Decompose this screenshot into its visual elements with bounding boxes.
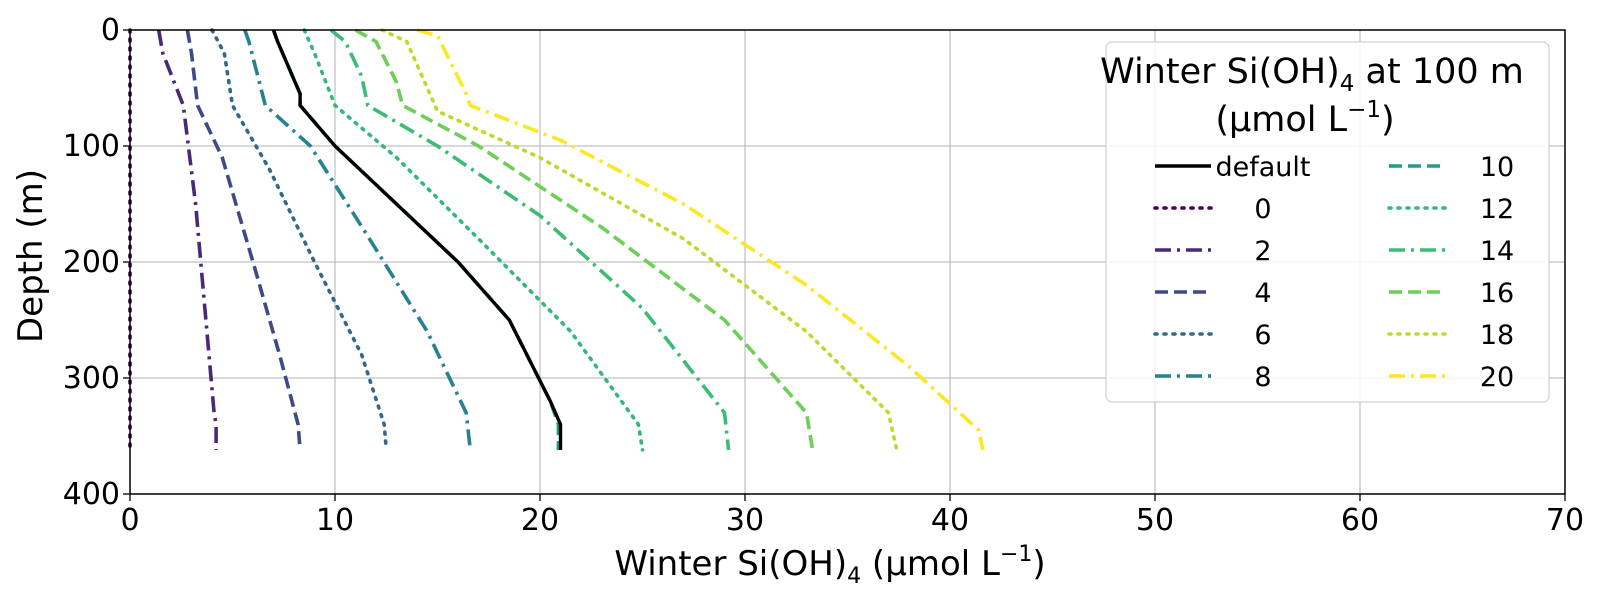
y-tick-label: 300: [63, 361, 120, 396]
series-lines: [128, 28, 985, 452]
legend-label-6: 6: [1254, 320, 1271, 351]
legend-label-16: 16: [1480, 278, 1514, 309]
x-tick-label: 50: [1136, 503, 1174, 538]
series-line-10: [271, 29, 561, 450]
series-line-12: [302, 28, 645, 452]
y-tick-label: 400: [63, 477, 120, 512]
legend-label-0: 0: [1254, 194, 1271, 225]
y-tick-label: 100: [63, 129, 120, 164]
legend-label-4: 4: [1254, 278, 1271, 309]
legend-label-8: 8: [1254, 362, 1271, 393]
legend-label-20: 20: [1480, 362, 1514, 393]
legend-title-line1: Winter Si(OH)4 at 100 m: [1100, 52, 1524, 97]
series-line-20: [416, 28, 985, 451]
series-line-default: [271, 29, 563, 450]
legend-label-2: 2: [1254, 236, 1271, 267]
x-tick-label: 20: [521, 503, 559, 538]
series-line-14: [329, 28, 731, 451]
legend-box: [1105, 41, 1550, 403]
x-tick-label: 30: [726, 503, 764, 538]
series-line-2: [156, 29, 218, 450]
y-tick-label: 200: [63, 245, 120, 280]
legend-label-18: 18: [1480, 320, 1514, 351]
x-tick-label: 0: [120, 503, 139, 538]
x-axis-label: Winter Si(OH)4 (μmol L−1): [614, 542, 1045, 589]
series-line-4: [185, 29, 302, 451]
x-tick-label: 60: [1341, 503, 1379, 538]
x-tick-label: 10: [316, 503, 354, 538]
legend-label-10: 10: [1480, 152, 1514, 183]
x-tick-label: 70: [1546, 503, 1584, 538]
y-axis-label: Depth (m): [11, 169, 51, 343]
legend-title-line2: (μmol L−1): [1215, 97, 1394, 140]
x-tick-label: 40: [931, 503, 969, 538]
legend-label-14: 14: [1480, 236, 1514, 267]
legend-label-12: 12: [1480, 194, 1514, 225]
series-line-6: [210, 28, 389, 452]
legend-entries: default 0 2 4 6 8 10 12 14 16 18 20: [1153, 152, 1514, 393]
series-line-8: [243, 29, 473, 451]
legend: Winter Si(OH)4 at 100 m (μmol L−1) defau…: [1100, 41, 1550, 403]
series-line-16: [354, 28, 815, 451]
series-line-18: [380, 28, 899, 452]
y-tick-label: 0: [101, 13, 120, 48]
legend-label-default: default: [1215, 152, 1310, 183]
